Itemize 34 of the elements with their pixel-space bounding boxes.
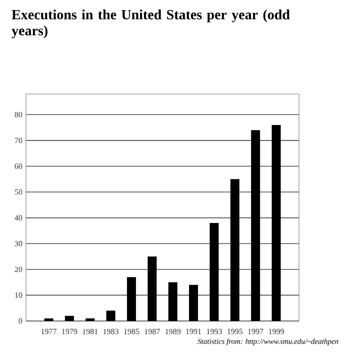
chart-title: Executions in the United States per year (odd years) xyxy=(12,10,290,38)
x-tick-label: 1979 xyxy=(62,328,78,334)
bar xyxy=(106,310,116,321)
y-tick-label: 50 xyxy=(14,189,22,195)
x-tick-label: 1977 xyxy=(41,328,57,334)
y-tick-label: 0 xyxy=(18,318,22,324)
x-tick-label: 1985 xyxy=(124,328,140,334)
bar xyxy=(168,282,178,321)
bar xyxy=(251,130,260,321)
x-tick-label: 1991 xyxy=(186,328,202,334)
x-tick-label: 1995 xyxy=(228,328,243,334)
bar xyxy=(86,318,95,321)
bar xyxy=(64,316,74,321)
y-tick-label: 60 xyxy=(14,164,22,169)
bar xyxy=(210,222,219,321)
y-tick-label: 20 xyxy=(14,266,22,272)
x-tick-label: 1987 xyxy=(144,328,160,334)
y-tick-label: 80 xyxy=(14,112,22,118)
y-tick-label: 10 xyxy=(15,292,22,298)
bar xyxy=(230,179,240,321)
bar xyxy=(126,277,136,321)
bar xyxy=(148,256,157,321)
bar xyxy=(44,318,54,321)
y-tick-label: 40 xyxy=(14,215,22,221)
y-tick-label: 30 xyxy=(14,240,22,246)
x-tick-label: 1997 xyxy=(248,328,264,334)
y-tick-label: 70 xyxy=(15,138,22,144)
x-tick-label: 1993 xyxy=(206,328,222,334)
x-tick-label: 1999 xyxy=(268,328,284,334)
x-tick-label: 1983 xyxy=(104,328,118,334)
x-tick-label: 1981 xyxy=(82,328,98,334)
bar xyxy=(189,284,198,321)
bar xyxy=(272,124,281,321)
x-tick-label: 1989 xyxy=(166,328,181,334)
